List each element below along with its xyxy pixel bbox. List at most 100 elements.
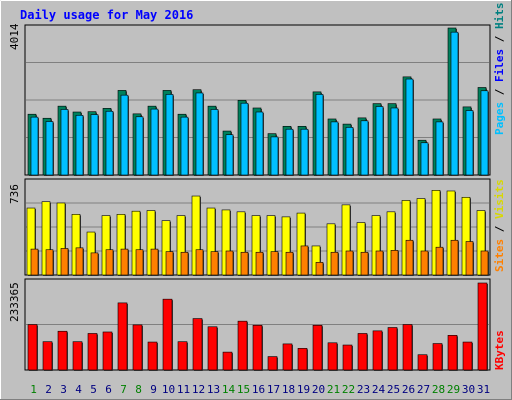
files-bar-5 bbox=[90, 114, 99, 176]
kbytes-bar-30 bbox=[462, 341, 473, 371]
day-label-11: 11 bbox=[177, 383, 190, 396]
sites-bar-21 bbox=[330, 251, 339, 276]
files-bar-2 bbox=[45, 121, 54, 176]
legend-pages: Pages bbox=[493, 102, 506, 135]
kbytes-bar-26 bbox=[402, 324, 413, 371]
visits-sites-bars bbox=[26, 190, 489, 276]
day-label-14: 14 bbox=[222, 383, 236, 396]
kbytes-bar-24 bbox=[372, 330, 383, 371]
files-bar-7 bbox=[120, 94, 129, 176]
files-bar-4 bbox=[75, 115, 84, 176]
sites-bar-7 bbox=[120, 248, 129, 276]
legend-hits: Hits bbox=[493, 3, 506, 30]
kbytes-bar-9 bbox=[147, 341, 158, 371]
kbytes-bar-17 bbox=[267, 356, 278, 371]
day-label-26: 26 bbox=[402, 383, 415, 396]
sites-bar-14 bbox=[225, 250, 234, 276]
sites-bar-3 bbox=[60, 248, 69, 276]
files-bar-27 bbox=[420, 142, 429, 176]
sites-bar-20 bbox=[315, 262, 324, 276]
files-bar-1 bbox=[30, 116, 39, 176]
day-label-17: 17 bbox=[267, 383, 280, 396]
files-bar-15 bbox=[240, 102, 249, 176]
kbytes-bar-23 bbox=[357, 333, 368, 371]
sites-bar-28 bbox=[435, 246, 444, 276]
files-bar-20 bbox=[315, 94, 324, 176]
day-label-6: 6 bbox=[105, 383, 112, 396]
legend-visits: Visits bbox=[493, 179, 506, 219]
sites-bar-23 bbox=[360, 251, 369, 276]
sites-bar-6 bbox=[105, 249, 114, 276]
day-label-8: 8 bbox=[135, 383, 142, 396]
files-bar-12 bbox=[195, 92, 204, 176]
day-label-13: 13 bbox=[207, 383, 220, 396]
files-bar-18 bbox=[285, 128, 294, 176]
files-bar-16 bbox=[255, 111, 264, 176]
sites-bar-22 bbox=[345, 250, 354, 276]
day-label-25: 25 bbox=[387, 383, 400, 396]
kbytes-bar-6 bbox=[102, 331, 113, 371]
files-bar-25 bbox=[390, 107, 399, 176]
files-bar-28 bbox=[435, 121, 444, 176]
kbytes-bar-10 bbox=[162, 298, 173, 371]
files-bar-29 bbox=[450, 31, 459, 176]
sites-bar-4 bbox=[75, 247, 84, 276]
day-label-22: 22 bbox=[342, 383, 355, 396]
legend-files: Files bbox=[493, 49, 506, 82]
sites-bar-29 bbox=[450, 239, 459, 276]
chart-title: Daily usage for May 2016 bbox=[20, 8, 193, 22]
files-bar-31 bbox=[480, 90, 489, 176]
day-label-31: 31 bbox=[477, 383, 490, 396]
kbytes-ymax-label: 233365 bbox=[8, 282, 21, 322]
day-label-9: 9 bbox=[150, 383, 157, 396]
day-label-28: 28 bbox=[432, 383, 445, 396]
sites-bar-12 bbox=[195, 249, 204, 276]
files-bar-9 bbox=[150, 108, 159, 176]
files-bar-24 bbox=[375, 106, 384, 176]
kbytes-legend: KBytes bbox=[493, 330, 506, 370]
sites-bar-5 bbox=[90, 252, 99, 276]
legend-sites: Sites bbox=[493, 239, 506, 272]
sites-bar-27 bbox=[420, 250, 429, 276]
legend-sep-2: / bbox=[493, 29, 506, 49]
kbytes-bar-1 bbox=[27, 324, 38, 371]
legend-sep-3: / bbox=[493, 219, 506, 239]
day-label-21: 21 bbox=[327, 383, 340, 396]
kbytes-bar-28 bbox=[432, 343, 443, 371]
day-label-5: 5 bbox=[90, 383, 97, 396]
sites-bar-30 bbox=[465, 241, 474, 276]
kbytes-bar-15 bbox=[237, 320, 248, 371]
sites-bar-11 bbox=[180, 251, 189, 276]
day-label-29: 29 bbox=[447, 383, 460, 396]
sites-bar-31 bbox=[480, 250, 489, 276]
day-label-7: 7 bbox=[120, 383, 127, 396]
kbytes-bar-18 bbox=[282, 343, 293, 371]
day-label-24: 24 bbox=[372, 383, 386, 396]
kbytes-bar-25 bbox=[387, 327, 398, 371]
day-label-30: 30 bbox=[462, 383, 475, 396]
day-label-16: 16 bbox=[252, 383, 265, 396]
kbytes-bar-20 bbox=[312, 324, 323, 371]
sites-bar-8 bbox=[135, 249, 144, 276]
kbytes-bar-8 bbox=[132, 324, 143, 371]
files-bar-11 bbox=[180, 116, 189, 176]
kbytes-bar-14 bbox=[222, 351, 233, 371]
day-label-18: 18 bbox=[282, 383, 295, 396]
kbytes-bar-13 bbox=[207, 326, 218, 371]
day-label-23: 23 bbox=[357, 383, 370, 396]
day-label-27: 27 bbox=[417, 383, 430, 396]
files-bar-17 bbox=[270, 136, 279, 176]
day-label-19: 19 bbox=[297, 383, 310, 396]
kbytes-bar-19 bbox=[297, 348, 308, 371]
files-bar-30 bbox=[465, 110, 474, 176]
files-bar-8 bbox=[135, 116, 144, 176]
sites-bar-15 bbox=[240, 251, 249, 276]
files-bar-22 bbox=[345, 127, 354, 176]
sites-bar-26 bbox=[405, 239, 414, 276]
sites-bar-13 bbox=[210, 251, 219, 276]
day-labels: 1 2 3 4 5 6 7 8 9 10 11 12 13 14 15 16 17 18 19 20 21 22 23 24 2… bbox=[30, 383, 490, 396]
sites-bar-17 bbox=[270, 251, 279, 276]
sites-bar-16 bbox=[255, 251, 264, 276]
kbytes-bar-29 bbox=[447, 335, 458, 371]
